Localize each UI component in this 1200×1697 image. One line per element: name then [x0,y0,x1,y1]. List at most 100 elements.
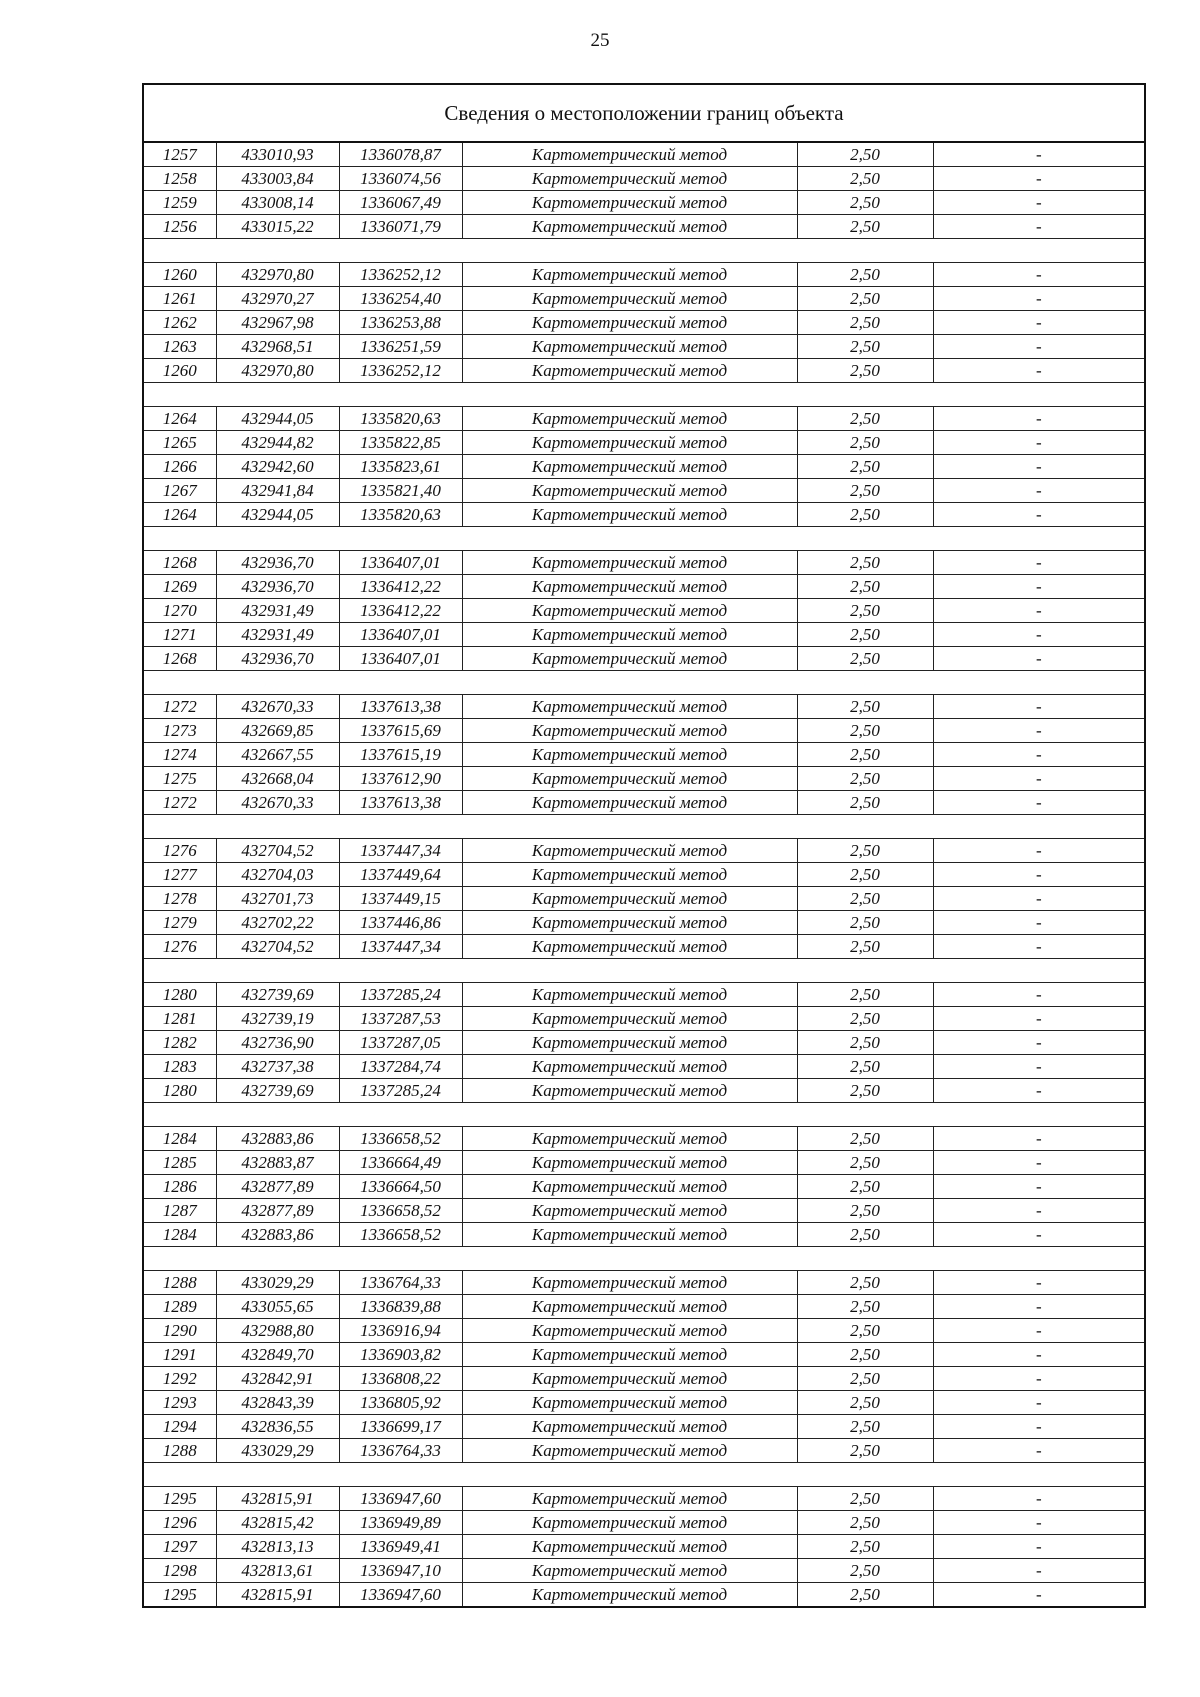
method-cell: Картометрический метод [461,934,798,959]
separator-cell [142,1462,1146,1487]
accuracy-cell: 2,50 [796,622,934,647]
accuracy-cell: 2,50 [796,214,934,239]
method-cell: Картометрический метод [461,982,798,1007]
y-coordinate-cell: 1335823,61 [338,454,463,479]
accuracy-cell: 2,50 [796,1126,934,1151]
point-number-cell: 1283 [142,1054,217,1079]
x-coordinate-cell: 432702,22 [215,910,340,935]
note-cell: - [932,454,1146,479]
note-cell: - [932,262,1146,287]
method-cell: Картометрический метод [461,646,798,671]
method-cell: Картометрический метод [461,574,798,599]
y-coordinate-cell: 1337449,64 [338,862,463,887]
point-number-cell: 1298 [142,1558,217,1583]
y-coordinate-cell: 1337287,53 [338,1006,463,1031]
note-cell: - [932,190,1146,215]
x-coordinate-cell: 432931,49 [215,598,340,623]
table-row: 1267 432941,84 1335821,40 Картометрический … [142,478,1146,503]
note-cell: - [932,1198,1146,1223]
y-coordinate-cell: 1336658,52 [338,1198,463,1223]
y-coordinate-cell: 1336839,88 [338,1294,463,1319]
table-row: 1257 433010,93 1336078,87 Картометрический … [142,141,1146,167]
method-cell: Картометрический метод [461,1366,798,1391]
y-coordinate-cell: 1336254,40 [338,286,463,311]
point-number-cell: 1267 [142,478,217,503]
point-number-cell: 1269 [142,574,217,599]
method-cell: Картометрический метод [461,166,798,191]
table-row: 1288 433029,29 1336764,33 Картометрический … [142,1270,1146,1295]
method-cell: Картометрический метод [461,406,798,431]
point-number-cell: 1290 [142,1318,217,1343]
point-number-cell: 1268 [142,646,217,671]
separator-cell [142,238,1146,263]
point-number-cell: 1270 [142,598,217,623]
y-coordinate-cell: 1337285,24 [338,1078,463,1103]
note-cell: - [932,1414,1146,1439]
accuracy-cell: 2,50 [796,1006,934,1031]
note-cell: - [932,910,1146,935]
note-cell: - [932,1270,1146,1295]
separator-cell [142,382,1146,407]
point-number-cell: 1260 [142,358,217,383]
group-separator-row [142,1102,1146,1127]
table-row: 1279 432702,22 1337446,86 Картометрический … [142,910,1146,935]
x-coordinate-cell: 432849,70 [215,1342,340,1367]
table-row: 1262 432967,98 1336253,88 Картометрический … [142,310,1146,335]
separator-cell [142,814,1146,839]
table-row: 1261 432970,27 1336254,40 Картометрический … [142,286,1146,311]
method-cell: Картометрический метод [461,694,798,719]
y-coordinate-cell: 1336252,12 [338,262,463,287]
point-number-cell: 1275 [142,766,217,791]
accuracy-cell: 2,50 [796,1510,934,1535]
point-number-cell: 1266 [142,454,217,479]
method-cell: Картометрический метод [461,742,798,767]
x-coordinate-cell: 432815,42 [215,1510,340,1535]
table-row: 1266 432942,60 1335823,61 Картометрический … [142,454,1146,479]
table-row: 1260 432970,80 1336252,12 Картометрический … [142,358,1146,383]
table-row: 1291 432849,70 1336903,82 Картометрический … [142,1342,1146,1367]
point-number-cell: 1272 [142,694,217,719]
method-cell: Картометрический метод [461,1222,798,1247]
x-coordinate-cell: 432843,39 [215,1390,340,1415]
method-cell: Картометрический метод [461,1510,798,1535]
y-coordinate-cell: 1335820,63 [338,406,463,431]
point-number-cell: 1291 [142,1342,217,1367]
table-row: 1256 433015,22 1336071,79 Картометрический … [142,214,1146,239]
accuracy-cell: 2,50 [796,742,934,767]
y-coordinate-cell: 1337449,15 [338,886,463,911]
table-row: 1298 432813,61 1336947,10 Картометрический … [142,1558,1146,1583]
note-cell: - [932,598,1146,623]
accuracy-cell: 2,50 [796,694,934,719]
point-number-cell: 1296 [142,1510,217,1535]
y-coordinate-cell: 1336916,94 [338,1318,463,1343]
accuracy-cell: 2,50 [796,1174,934,1199]
method-cell: Картометрический метод [461,1294,798,1319]
accuracy-cell: 2,50 [796,886,934,911]
x-coordinate-cell: 432970,27 [215,286,340,311]
table-row: 1295 432815,91 1336947,60 Картометрический … [142,1582,1146,1608]
accuracy-cell: 2,50 [796,1342,934,1367]
accuracy-cell: 2,50 [796,1582,934,1608]
table-row: 1284 432883,86 1336658,52 Картометрический … [142,1126,1146,1151]
table-row: 1283 432737,38 1337284,74 Картометрический … [142,1054,1146,1079]
accuracy-cell: 2,50 [796,766,934,791]
y-coordinate-cell: 1336903,82 [338,1342,463,1367]
table-row: 1258 433003,84 1336074,56 Картометрический … [142,166,1146,191]
y-coordinate-cell: 1336664,50 [338,1174,463,1199]
note-cell: - [932,286,1146,311]
x-coordinate-cell: 433003,84 [215,166,340,191]
x-coordinate-cell: 432815,91 [215,1486,340,1511]
y-coordinate-cell: 1336949,41 [338,1534,463,1559]
accuracy-cell: 2,50 [796,838,934,863]
x-coordinate-cell: 432704,52 [215,934,340,959]
accuracy-cell: 2,50 [796,574,934,599]
page-number: 25 [590,30,610,51]
method-cell: Картометрический метод [461,1390,798,1415]
table-row: 1288 433029,29 1336764,33 Картометрический … [142,1438,1146,1463]
note-cell: - [932,1318,1146,1343]
x-coordinate-cell: 432813,61 [215,1558,340,1583]
accuracy-cell: 2,50 [796,1294,934,1319]
table-row: 1270 432931,49 1336412,22 Картометрический … [142,598,1146,623]
accuracy-cell: 2,50 [796,646,934,671]
method-cell: Картометрический метод [461,838,798,863]
